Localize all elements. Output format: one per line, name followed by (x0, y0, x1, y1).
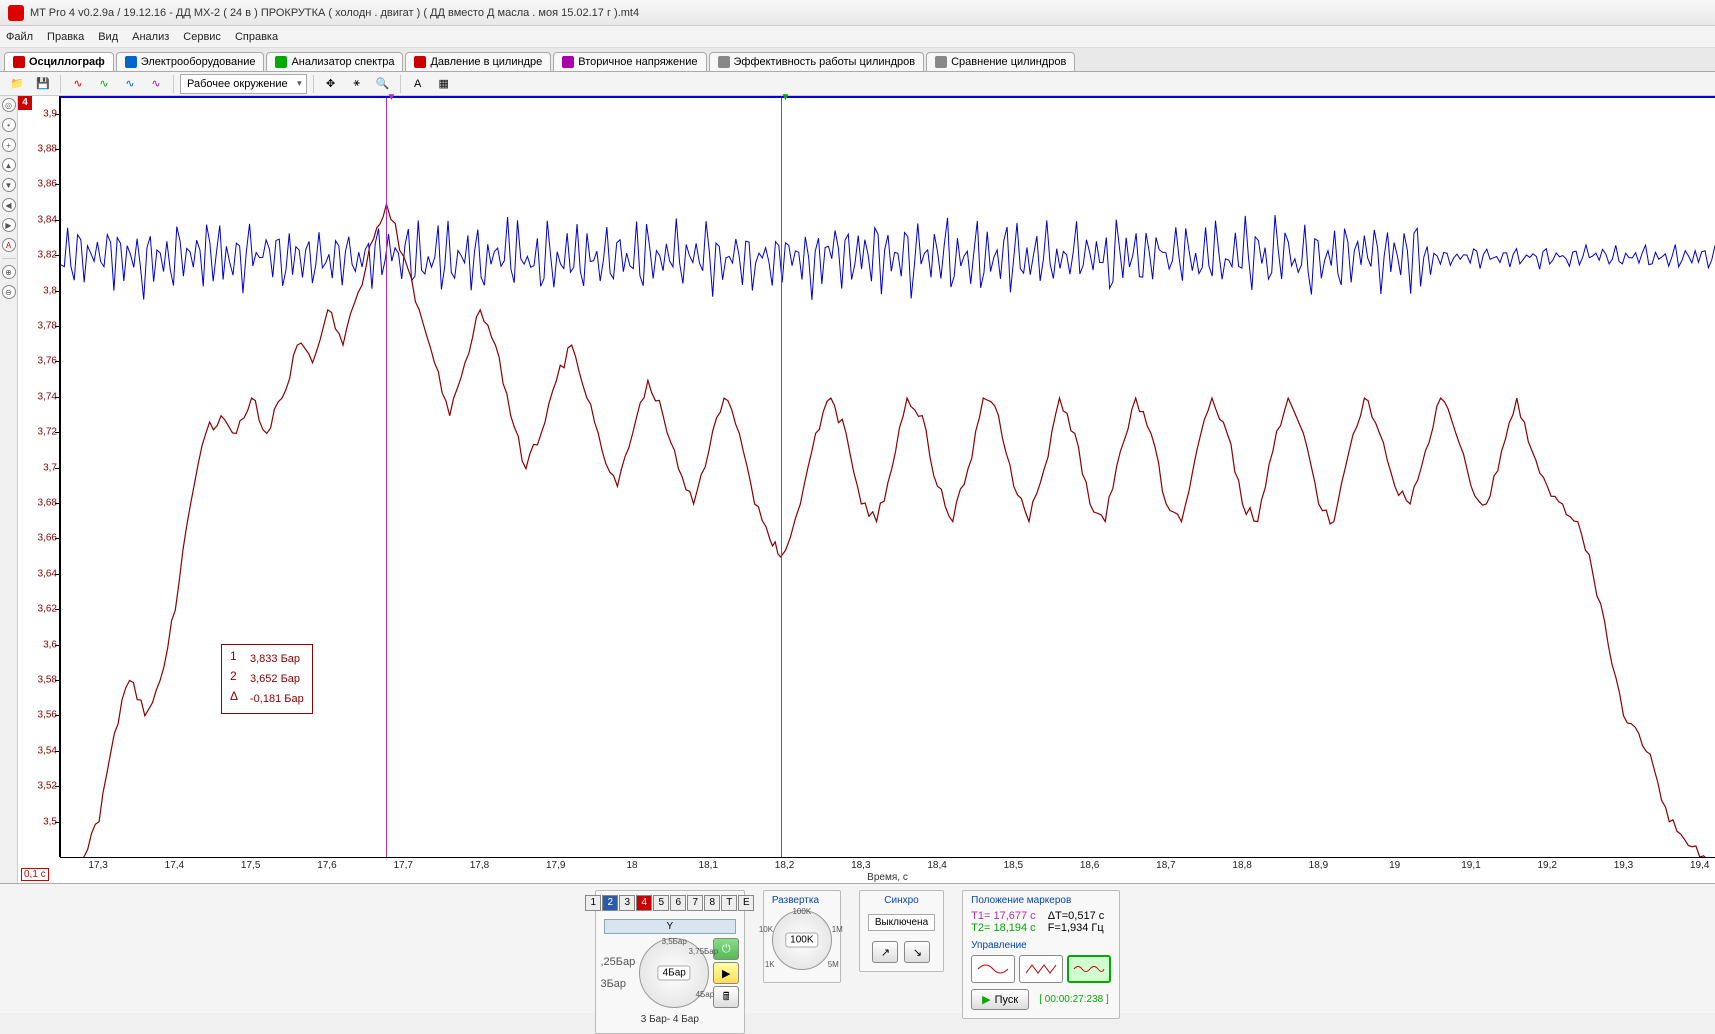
channel-button-7[interactable]: 7 (687, 895, 703, 911)
ltool-left-icon[interactable]: ◀ (2, 198, 16, 212)
menu-view[interactable]: Вид (98, 31, 118, 43)
ltool-target-icon[interactable]: ◎ (2, 98, 16, 112)
ltool-zoomout-icon[interactable]: ⊖ (2, 285, 16, 299)
sweep-dial[interactable]: 100K 10K 1M 1K 5M 100K (772, 910, 832, 970)
time-scale-label: 0,1 с (21, 868, 49, 881)
ltool-a-icon[interactable]: A (2, 238, 16, 252)
x-axis-label: Время, с (867, 872, 908, 883)
control-title: Управление (971, 940, 1111, 951)
y-dial-value: 4Бар (658, 966, 691, 981)
channel-button-4[interactable]: 4 (636, 895, 652, 911)
sync-title: Синхро (868, 895, 935, 906)
y-panel-title: Y (604, 919, 736, 934)
measurement-info-box: 13,833 Бар23,652 БарΔ-0,181 Бар (221, 644, 313, 714)
y-panel: 12345678TE Y ,25Бар 3Бар 3,5Бар 3,75Бар … (595, 890, 745, 1034)
channel-button-2[interactable]: 2 (602, 895, 618, 911)
sweep-dial-value: 100K (785, 933, 818, 948)
channel-button-T[interactable]: T (721, 895, 737, 911)
window-title: MT Pro 4 v0.2.9a / 19.12.16 - ДД МХ-2 ( … (30, 7, 639, 19)
tool-save-icon[interactable]: 💾 (32, 74, 54, 94)
markers-title: Положение маркеров (971, 895, 1111, 906)
tab-4[interactable]: Вторичное напряжение (553, 52, 706, 71)
menu-analysis[interactable]: Анализ (132, 31, 169, 43)
tool-wave1-icon[interactable]: ∿ (67, 74, 89, 94)
app-icon (8, 5, 24, 21)
mode-roll-button[interactable] (1067, 955, 1111, 983)
sync-value[interactable]: Выключена (868, 914, 935, 931)
channel-badge: 4 (18, 96, 32, 110)
tab-2[interactable]: Анализатор спектра (266, 52, 403, 71)
markers-panel: Положение маркеров T1= 17,677 с ΔT=0,517… (962, 890, 1120, 1019)
left-toolbar: ◎ • + ▲ ▼ ◀ ▶ A ⊕ ⊖ (0, 96, 18, 883)
workspace-dropdown[interactable]: Рабочее окружение (180, 74, 307, 94)
menu-service[interactable]: Сервис (183, 31, 221, 43)
ltool-down-icon[interactable]: ▼ (2, 178, 16, 192)
sweep-panel: Развертка 100K 10K 1M 1K 5M 100K (763, 890, 841, 983)
tool-marker-icon[interactable]: ⚹ (346, 74, 368, 94)
chart-area: 4 3,53,523,543,563,583,63,623,643,663,68… (18, 96, 1715, 883)
bottom-panel: 12345678TE Y ,25Бар 3Бар 3,5Бар 3,75Бар … (0, 883, 1715, 1013)
tool-wave4-icon[interactable]: ∿ (145, 74, 167, 94)
marker-t2: T2= 18,194 с (971, 922, 1036, 934)
ltool-up-icon[interactable]: ▲ (2, 158, 16, 172)
separator (60, 75, 61, 93)
separator (2, 258, 16, 259)
tab-6[interactable]: Сравнение цилиндров (926, 52, 1075, 71)
titlebar: MT Pro 4 v0.2.9a / 19.12.16 - ДД МХ-2 ( … (0, 0, 1715, 26)
sweep-title: Развертка (772, 895, 832, 906)
channel-button-1[interactable]: 1 (585, 895, 601, 911)
menu-file[interactable]: Файл (6, 31, 33, 43)
tool-grid-icon[interactable]: ▦ (433, 74, 455, 94)
tool-cursor-icon[interactable]: ✥ (320, 74, 342, 94)
ltool-right-icon[interactable]: ▶ (2, 218, 16, 232)
mode-scan-button[interactable] (1019, 955, 1063, 983)
tool-open-icon[interactable]: 📁 (6, 74, 28, 94)
y-scale-dial[interactable]: 3,5Бар 3,75Бар 4Бар 4Бар (639, 938, 709, 1008)
marker-dt: ΔT=0,517 с (1048, 910, 1105, 922)
y-range-label: 3 Бар- 4 Бар (641, 1014, 699, 1025)
sync-panel: Синхро Выключена ↗ ↘ (859, 890, 944, 972)
channel-buttons: 12345678TE (585, 895, 754, 911)
sync-fall-button[interactable]: ↘ (904, 941, 930, 963)
channel-button-8[interactable]: 8 (704, 895, 720, 911)
separator (400, 75, 401, 93)
tool-zoom-icon[interactable]: 🔍 (372, 74, 394, 94)
sync-rise-button[interactable]: ↗ (872, 941, 898, 963)
channel-button-3[interactable]: 3 (619, 895, 635, 911)
marker-f: F=1,934 Гц (1048, 922, 1104, 934)
tabbar: ОсциллографЭлектрооборудованиеАнализатор… (0, 48, 1715, 72)
y-axis: 4 3,53,523,543,563,583,63,623,643,663,68… (18, 96, 60, 857)
separator (173, 75, 174, 93)
menu-help[interactable]: Справка (235, 31, 278, 43)
y-calc-button[interactable]: 🖩 (713, 986, 739, 1008)
channel-button-6[interactable]: 6 (670, 895, 686, 911)
tool-a-icon[interactable]: A (407, 74, 429, 94)
channel-button-5[interactable]: 5 (653, 895, 669, 911)
toolbar: 📁 💾 ∿ ∿ ∿ ∿ Рабочее окружение ✥ ⚹ 🔍 A ▦ (0, 72, 1715, 96)
waveform-svg (61, 98, 1715, 857)
cursor-2[interactable]: ▼ (781, 98, 782, 857)
menu-edit[interactable]: Правка (47, 31, 84, 43)
tool-wave3-icon[interactable]: ∿ (119, 74, 141, 94)
tab-0[interactable]: Осциллограф (4, 52, 114, 71)
menubar: Файл Правка Вид Анализ Сервис Справка (0, 26, 1715, 48)
plot-area[interactable]: ▼ ▼ 13,833 Бар23,652 БарΔ-0,181 Бар (60, 96, 1715, 857)
mode-single-button[interactable] (971, 955, 1015, 983)
tab-1[interactable]: Электрооборудование (116, 52, 265, 71)
timecode: [ 00:00:27:238 ] (1039, 994, 1109, 1005)
channel-button-E[interactable]: E (738, 895, 754, 911)
main-area: ◎ • + ▲ ▼ ◀ ▶ A ⊕ ⊖ 4 3,53,523,543,563,5… (0, 96, 1715, 883)
ltool-dot-icon[interactable]: • (2, 118, 16, 132)
ltool-plus-icon[interactable]: + (2, 138, 16, 152)
x-axis: Время, с 17,317,417,517,617,717,817,9181… (60, 857, 1715, 883)
tab-3[interactable]: Давление в цилиндре (405, 52, 551, 71)
marker-t1: T1= 17,677 с (971, 910, 1036, 922)
separator (313, 75, 314, 93)
tool-wave2-icon[interactable]: ∿ (93, 74, 115, 94)
y-play-button[interactable]: ▶ (713, 962, 739, 984)
start-button[interactable]: ▶Пуск (971, 989, 1029, 1010)
cursor-1[interactable]: ▼ (386, 98, 387, 857)
tab-5[interactable]: Эффективность работы цилиндров (709, 52, 925, 71)
ltool-zoom-icon[interactable]: ⊕ (2, 265, 16, 279)
